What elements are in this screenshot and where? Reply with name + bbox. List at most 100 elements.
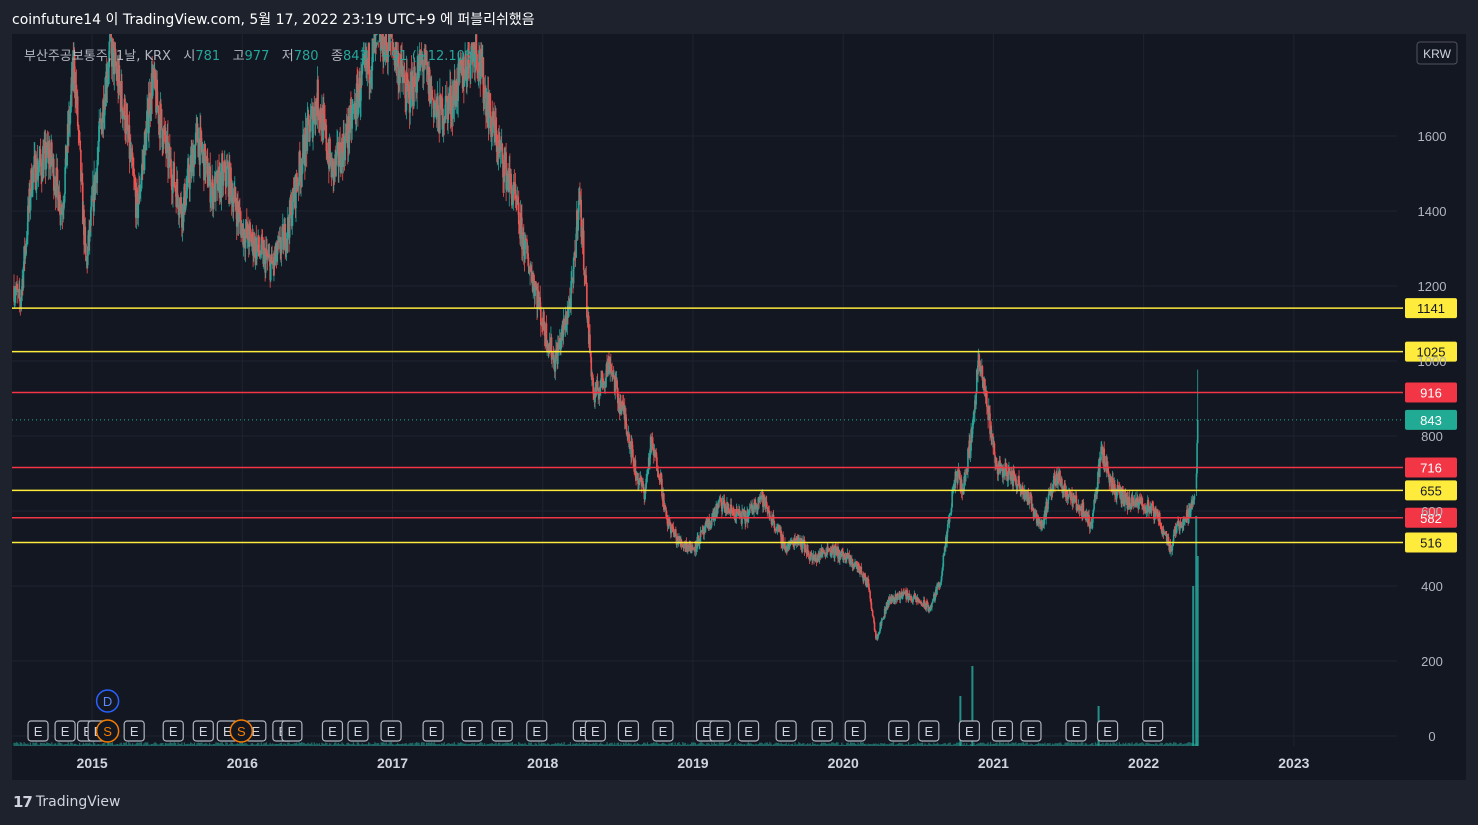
split-marker[interactable]: S xyxy=(95,719,120,743)
volume-bar xyxy=(161,742,163,746)
candle-body xyxy=(34,154,37,190)
candle-body xyxy=(1151,503,1153,505)
candle-body xyxy=(215,171,217,202)
earnings-marker[interactable]: E xyxy=(380,720,402,742)
earnings-marker[interactable]: E xyxy=(192,720,214,742)
candle-body xyxy=(401,59,403,76)
volume-bar xyxy=(1143,744,1146,746)
tradingview-footer[interactable]: 17 TradingView xyxy=(13,793,120,811)
split-marker[interactable]: S xyxy=(229,719,254,743)
candle-body xyxy=(362,60,364,65)
volume-bar xyxy=(897,743,900,746)
candle-body xyxy=(333,161,335,181)
earnings-marker[interactable]: E xyxy=(162,720,184,742)
candle-body xyxy=(776,526,779,531)
chart-frame[interactable]: 1141 1025 916 716 655 582 516 843 0 200 400 600 800… xyxy=(12,34,1466,780)
level-label: 655 xyxy=(1420,483,1442,498)
candle-body xyxy=(796,538,798,540)
candle-body xyxy=(63,203,65,210)
candle-body xyxy=(972,423,974,429)
candle-body xyxy=(853,566,856,568)
candle-body xyxy=(208,177,210,186)
earnings-marker[interactable]: E xyxy=(281,720,303,742)
candle-body xyxy=(906,590,909,596)
volume-bar xyxy=(119,743,121,746)
candle-body xyxy=(20,289,23,300)
volume-bar xyxy=(1056,743,1059,746)
earnings-marker[interactable]: E xyxy=(709,720,731,742)
event-markers[interactable]: EEEEEEEEEEEEEEEEEEEEEEEEEEEEEEEEEEEESSD xyxy=(27,689,1164,743)
earnings-marker[interactable]: E xyxy=(1142,720,1164,742)
earnings-marker[interactable]: E xyxy=(918,720,940,742)
candle-body xyxy=(975,392,977,405)
candle-body xyxy=(130,153,133,160)
earnings-marker[interactable]: E xyxy=(584,720,606,742)
earnings-marker[interactable]: E xyxy=(888,720,910,742)
volume-bar xyxy=(1183,743,1185,746)
volume-bar xyxy=(121,744,124,746)
earnings-marker[interactable]: E xyxy=(991,720,1014,742)
candle-body xyxy=(525,238,528,240)
earnings-marker[interactable]: E xyxy=(737,720,760,742)
candle-body xyxy=(78,131,81,141)
candle-body xyxy=(891,598,894,602)
currency-badge[interactable]: KRW xyxy=(1416,41,1458,65)
earnings-marker[interactable]: E xyxy=(491,720,513,742)
earnings-marker[interactable]: E xyxy=(775,720,797,742)
earnings-marker[interactable]: E xyxy=(844,720,866,742)
earnings-marker[interactable]: E xyxy=(811,720,833,742)
earnings-marker[interactable]: E xyxy=(1065,720,1087,742)
candle-body xyxy=(32,167,34,190)
volume-bar xyxy=(879,744,881,746)
earnings-marker[interactable]: E xyxy=(1020,720,1042,742)
volume-bar xyxy=(1127,742,1129,746)
volume-bar xyxy=(56,744,58,746)
volume-bar xyxy=(227,744,230,746)
candle-body xyxy=(869,598,872,603)
candle-body xyxy=(1008,467,1011,472)
x-tick-label: 2020 xyxy=(828,755,859,771)
earnings-marker[interactable]: E xyxy=(617,720,639,742)
earnings-marker[interactable]: E xyxy=(321,720,344,742)
volume-bar xyxy=(1150,743,1152,746)
earnings-marker[interactable]: E xyxy=(123,720,145,742)
candle-body xyxy=(309,131,311,141)
time-axis[interactable]: 2015 2016 2017 2018 2019 2020 2021 2022 2023 xyxy=(77,755,1310,771)
earnings-marker[interactable]: E xyxy=(461,720,483,742)
volume-bar xyxy=(1189,742,1191,746)
earnings-marker[interactable]: E xyxy=(422,720,444,742)
candle-body xyxy=(1163,531,1166,535)
earnings-marker-label: E xyxy=(34,724,43,739)
earnings-marker[interactable]: E xyxy=(526,720,548,742)
volume-bar xyxy=(505,742,507,746)
volume-bar xyxy=(18,744,20,746)
candle-body xyxy=(981,366,984,381)
candle-body xyxy=(182,196,185,223)
candle-body xyxy=(1190,502,1193,510)
dividend-marker[interactable]: D xyxy=(95,689,120,713)
earnings-marker[interactable]: E xyxy=(652,720,674,742)
candle-body xyxy=(642,481,644,485)
volume-bar xyxy=(432,743,434,746)
earnings-marker[interactable]: E xyxy=(27,720,49,742)
candle-body xyxy=(1085,513,1088,521)
earnings-marker[interactable]: E xyxy=(958,720,980,742)
volume-bar xyxy=(904,744,906,746)
earnings-marker[interactable]: E xyxy=(54,720,76,742)
volume-bar xyxy=(162,743,164,746)
y-tick-label: 400 xyxy=(1421,579,1443,594)
candle-body xyxy=(575,233,577,258)
volume-bar xyxy=(196,743,198,746)
candle-body xyxy=(921,603,924,605)
earnings-marker[interactable]: E xyxy=(347,720,369,742)
volume-bar xyxy=(181,742,183,746)
candle-body xyxy=(823,552,825,553)
earnings-marker[interactable]: E xyxy=(1096,720,1119,742)
candle-body xyxy=(424,49,427,54)
candle-body xyxy=(271,253,273,264)
volume-bar xyxy=(860,742,862,746)
volume-bar xyxy=(530,742,532,746)
